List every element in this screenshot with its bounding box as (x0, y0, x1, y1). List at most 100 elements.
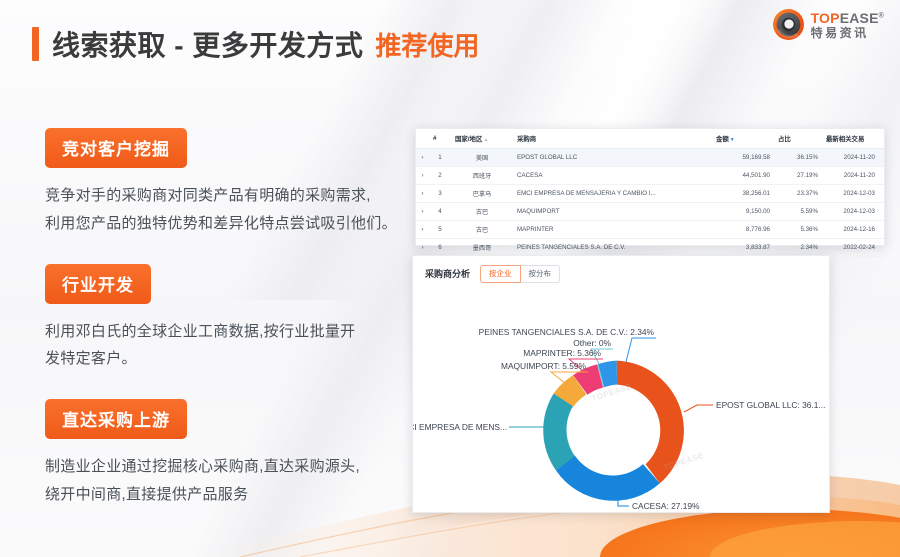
label-maquimport: MAQUIMPORT: 5.59% (501, 361, 587, 371)
row-buyer-link[interactable]: PEINES TANGENCIALES S.A. DE C.V. (513, 238, 712, 257)
row-buyer-link[interactable]: CACESA (513, 166, 712, 185)
row-percent: 27.19% (774, 166, 822, 185)
label-maprinter: MAPRINTER: 5.36% (523, 348, 601, 358)
sort-icon[interactable]: ▼ (729, 137, 735, 143)
leader-cacesa (617, 492, 629, 507)
row-percent: 5.59% (774, 202, 822, 221)
row-buyer-link[interactable]: EMCI EMPRESA DE MENSAJERIA Y CAMBIO I... (513, 184, 712, 203)
row-date: 2024-11-20 (822, 166, 884, 185)
feature-badge-upstream: 直达采购上游 (45, 399, 187, 439)
row-buyer-link[interactable]: MAQUIMPORT (513, 202, 712, 221)
row-percent: 36.15% (774, 148, 822, 167)
chart-title: 采购商分析 (425, 269, 471, 280)
row-date: 2024-12-16 (822, 220, 884, 239)
feature-body-industry: 利用邓白氏的全球企业工商数据,按行业批量开 发特定客户。 (45, 318, 405, 374)
table-row[interactable]: › 2 西班牙 CACESA 44,501.90 27.19% 2024-11-… (416, 166, 884, 185)
tab-by-company[interactable]: 按企业 (480, 265, 521, 283)
row-index: 1 (429, 148, 451, 167)
feature-item: 行业开发 利用邓白氏的全球企业工商数据,按行业批量开 发特定客户。 (45, 263, 405, 374)
th-country[interactable]: 国家/地区▲ (451, 129, 513, 149)
leader-maquimport (549, 371, 588, 384)
feature-item: 直达采购上游 制造业企业通过挖掘核心采购商,直达采购源头, 绕开中间商,直接提供… (45, 399, 405, 509)
row-amount: 3,833.87 (712, 238, 774, 257)
row-expand-icon[interactable]: › (416, 202, 429, 221)
row-country: 美国 (451, 148, 513, 167)
feature-line: 竞争对手的采购商对同类产品有明确的采购需求, (45, 187, 371, 204)
row-index: 2 (429, 166, 451, 185)
page-title: 线索获取 - 更多开发方式 推荐使用 (32, 24, 479, 64)
row-amount: 8,776.96 (712, 220, 774, 239)
feature-body-upstream: 制造业企业通过挖掘核心采购商,直达采购源头, 绕开中间商,直接提供产品服务 (45, 453, 405, 509)
label-peines: PEINES TANGENCIALES S.A. DE C.V.: 2.34% (479, 327, 655, 337)
donut-chart: PEINES TANGENCIALES S.A. DE C.V.: 2.34% … (413, 292, 831, 514)
sort-icon[interactable]: ▲ (483, 137, 489, 143)
row-index: 3 (429, 184, 451, 203)
th-percent: 占比 (774, 129, 822, 149)
buyer-analysis-card: 采购商分析 按企业 按分布 (412, 255, 830, 513)
title-accent-text: 推荐使用 (375, 30, 480, 61)
leader-epost (683, 404, 713, 413)
brand-logo: TOPEASE® 特易资讯 (772, 8, 884, 41)
logo-en: TOPEASE® (811, 11, 884, 25)
row-country: 墨西哥 (451, 238, 513, 257)
feature-line: 利用邓白氏的全球企业工商数据,按行业批量开 (45, 322, 356, 340)
feature-list: 竞对客户挖掘 竞争对手的采购商对同类产品有明确的采购需求, 利用您产品的独特优势… (45, 128, 405, 535)
row-percent: 2.34% (774, 238, 822, 257)
row-percent: 23.37% (774, 184, 822, 203)
segment-maquimport (553, 375, 587, 407)
donut-labels: PEINES TANGENCIALES S.A. DE C.V.: 2.34% … (413, 327, 825, 511)
feature-line: 发特定客户。 (45, 350, 137, 368)
label-cacesa: CACESA: 27.19% (632, 501, 700, 511)
th-amount[interactable]: 金额▼ (712, 129, 774, 149)
table-row[interactable]: › 6 墨西哥 PEINES TANGENCIALES S.A. DE C.V.… (416, 238, 884, 257)
feature-line: 利用您产品的独特优势和差异化特点尝试吸引他们。 (45, 214, 397, 232)
segment-epost-global-llc (616, 360, 684, 484)
row-country: 古巴 (451, 220, 513, 239)
donut-segments (543, 360, 684, 501)
row-date: 2024-11-20 (822, 148, 884, 167)
row-country: 西班牙 (451, 166, 513, 185)
row-buyer-link[interactable]: MAPRINTER (513, 220, 712, 239)
row-country: 巴拿马 (451, 184, 513, 203)
chart-header: 采购商分析 按企业 按分布 (413, 256, 829, 289)
feature-line: 绕开中间商,直接提供产品服务 (45, 485, 249, 503)
row-percent: 5.36% (774, 220, 822, 239)
buyer-table: # 国家/地区▲ 采购商 金额▼ 占比 最新相关交易 › 1 美国 EPOST … (416, 129, 884, 257)
feature-line: 制造业企业通过挖掘核心采购商,直达采购源头, (45, 458, 360, 475)
table-row[interactable]: › 3 巴拿马 EMCI EMPRESA DE MENSAJERIA Y CAM… (416, 184, 884, 203)
table-row[interactable]: › 5 古巴 MAPRINTER 8,776.96 5.36% 2024-12-… (416, 220, 884, 239)
segment-other (597, 364, 604, 388)
logo-en-bottom: EASE (839, 9, 879, 26)
label-epost: EPOST GLOBAL LLC: 36.1... (716, 400, 825, 410)
row-expand-icon[interactable]: › (416, 220, 429, 239)
table-body: › 1 美国 EPOST GLOBAL LLC 59,169.58 36.15%… (416, 148, 884, 257)
row-expand-icon[interactable]: › (416, 184, 429, 203)
row-index: 5 (429, 220, 451, 239)
segment-cacesa (556, 455, 660, 501)
leader-maprinter (567, 358, 603, 372)
donut-callout-lines (509, 337, 713, 507)
table-row[interactable]: › 4 古巴 MAQUIMPORT 9,150.00 5.59% 2024-12… (416, 202, 884, 221)
th-expand (416, 129, 429, 149)
logo-cn: 特易资讯 (810, 25, 869, 40)
row-buyer-link[interactable]: EPOST GLOBAL LLC (513, 148, 712, 167)
tab-by-distribution[interactable]: 按分布 (520, 265, 561, 283)
row-amount: 9,150.00 (712, 202, 774, 221)
table-row[interactable]: › 1 美国 EPOST GLOBAL LLC 59,169.58 36.15%… (416, 148, 884, 167)
row-amount: 59,169.58 (712, 148, 774, 167)
th-buyer: 采购商 (513, 129, 712, 149)
label-emci: EMCI EMPRESA DE MENS... (413, 422, 507, 432)
row-expand-icon[interactable]: › (416, 148, 429, 167)
row-country: 古巴 (451, 202, 513, 221)
buyer-table-card: # 国家/地区▲ 采购商 金额▼ 占比 最新相关交易 › 1 美国 EPOST … (415, 128, 885, 257)
row-expand-icon[interactable]: › (416, 238, 429, 257)
th-latest-deal: 最新相关交易 (822, 129, 884, 149)
row-date: 2024-12-03 (822, 202, 884, 221)
row-expand-icon[interactable]: › (416, 166, 429, 185)
title-main-text: 线索获取 - 更多开发方式 (52, 30, 364, 61)
feature-badge-competitor: 竞对客户挖掘 (45, 128, 187, 168)
row-date: 2022-02-24 (822, 238, 884, 257)
label-other: Other: 0% (573, 338, 611, 348)
segment-emci (543, 393, 575, 471)
